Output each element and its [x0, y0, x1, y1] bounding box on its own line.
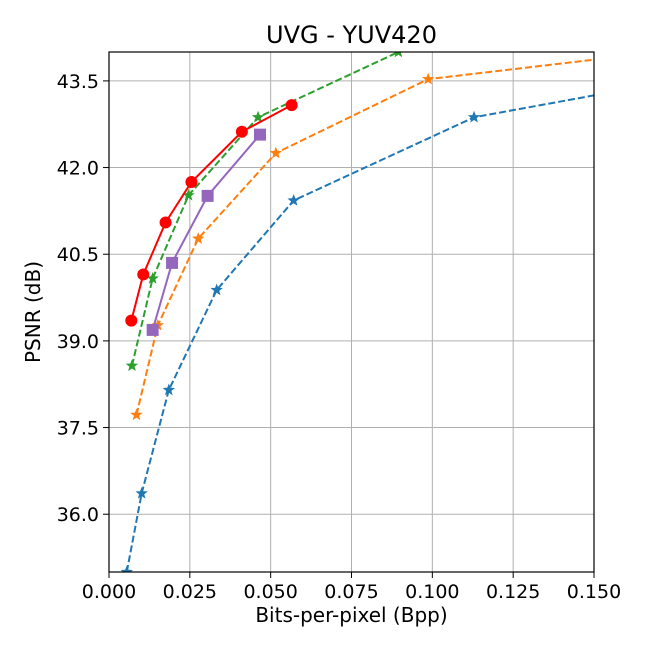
x-tick-label: 0.050	[243, 581, 297, 603]
data-point-star	[394, 52, 403, 58]
data-point-circle	[159, 216, 172, 229]
y-axis-ticks: 36.0 37.5 39.0 40.5 42.0 43.5	[57, 71, 109, 526]
data-point-star	[130, 408, 143, 421]
series-green-star-dashed	[125, 52, 403, 371]
data-point-star	[421, 72, 435, 85]
data-point-square	[146, 323, 159, 336]
y-axis-label: PSNR (dB)	[21, 261, 45, 363]
data-point-star	[467, 110, 481, 123]
data-point-circle	[235, 125, 248, 138]
data-point-square	[253, 128, 266, 141]
y-tick-label: 43.5	[57, 71, 99, 93]
x-tick-label: 0.000	[82, 581, 136, 603]
data-point-star	[604, 86, 616, 98]
data-point-star	[162, 383, 175, 396]
series-purple-square-solid	[146, 128, 266, 336]
series-line	[135, 58, 594, 416]
series-line	[125, 94, 594, 572]
data-point-star	[182, 188, 195, 201]
data-point-star	[192, 232, 205, 244]
data-point-circle	[185, 176, 198, 188]
data-point-circle	[125, 314, 138, 327]
x-axis-label: Bits-per-pixel (Bpp)	[255, 603, 447, 627]
x-tick-label: 0.025	[163, 581, 217, 603]
y-tick-label: 37.5	[57, 418, 99, 440]
data-point-star	[210, 283, 223, 296]
data-point-star	[125, 359, 139, 371]
grid-lines	[108, 52, 595, 572]
y-tick-label: 40.5	[57, 244, 99, 266]
data-point-star	[135, 486, 148, 499]
data-point-star	[269, 146, 283, 159]
series-line	[151, 133, 261, 331]
y-tick-label: 39.0	[57, 331, 99, 353]
data-point-circle	[137, 268, 150, 281]
data-point-star	[604, 51, 616, 63]
data-point-square	[201, 189, 214, 202]
data-point-square	[166, 256, 179, 269]
series-line	[130, 104, 293, 321]
series-blue-star-dashed	[120, 86, 616, 572]
x-tick-label: 0.100	[405, 581, 459, 603]
y-tick-label: 42.0	[57, 158, 99, 180]
data-point-circle	[285, 99, 298, 112]
series-line	[130, 52, 399, 366]
data-point-star	[146, 271, 159, 284]
y-tick-label: 36.0	[57, 504, 99, 526]
data-point-star	[120, 565, 133, 572]
data-point-star	[251, 110, 265, 123]
x-tick-label: 0.150	[567, 581, 621, 603]
x-tick-label: 0.125	[486, 581, 540, 603]
data-point-star	[287, 193, 300, 206]
series-layer	[120, 51, 616, 572]
series-red-circle-solid	[125, 99, 298, 327]
x-axis-ticks: 0.000 0.025 0.050 0.075 0.100 0.125 0.150	[82, 572, 621, 603]
series-orange-star-dashed	[130, 51, 616, 421]
x-tick-label: 0.075	[324, 581, 378, 603]
chart-title: UVG - YUV420	[266, 21, 437, 49]
